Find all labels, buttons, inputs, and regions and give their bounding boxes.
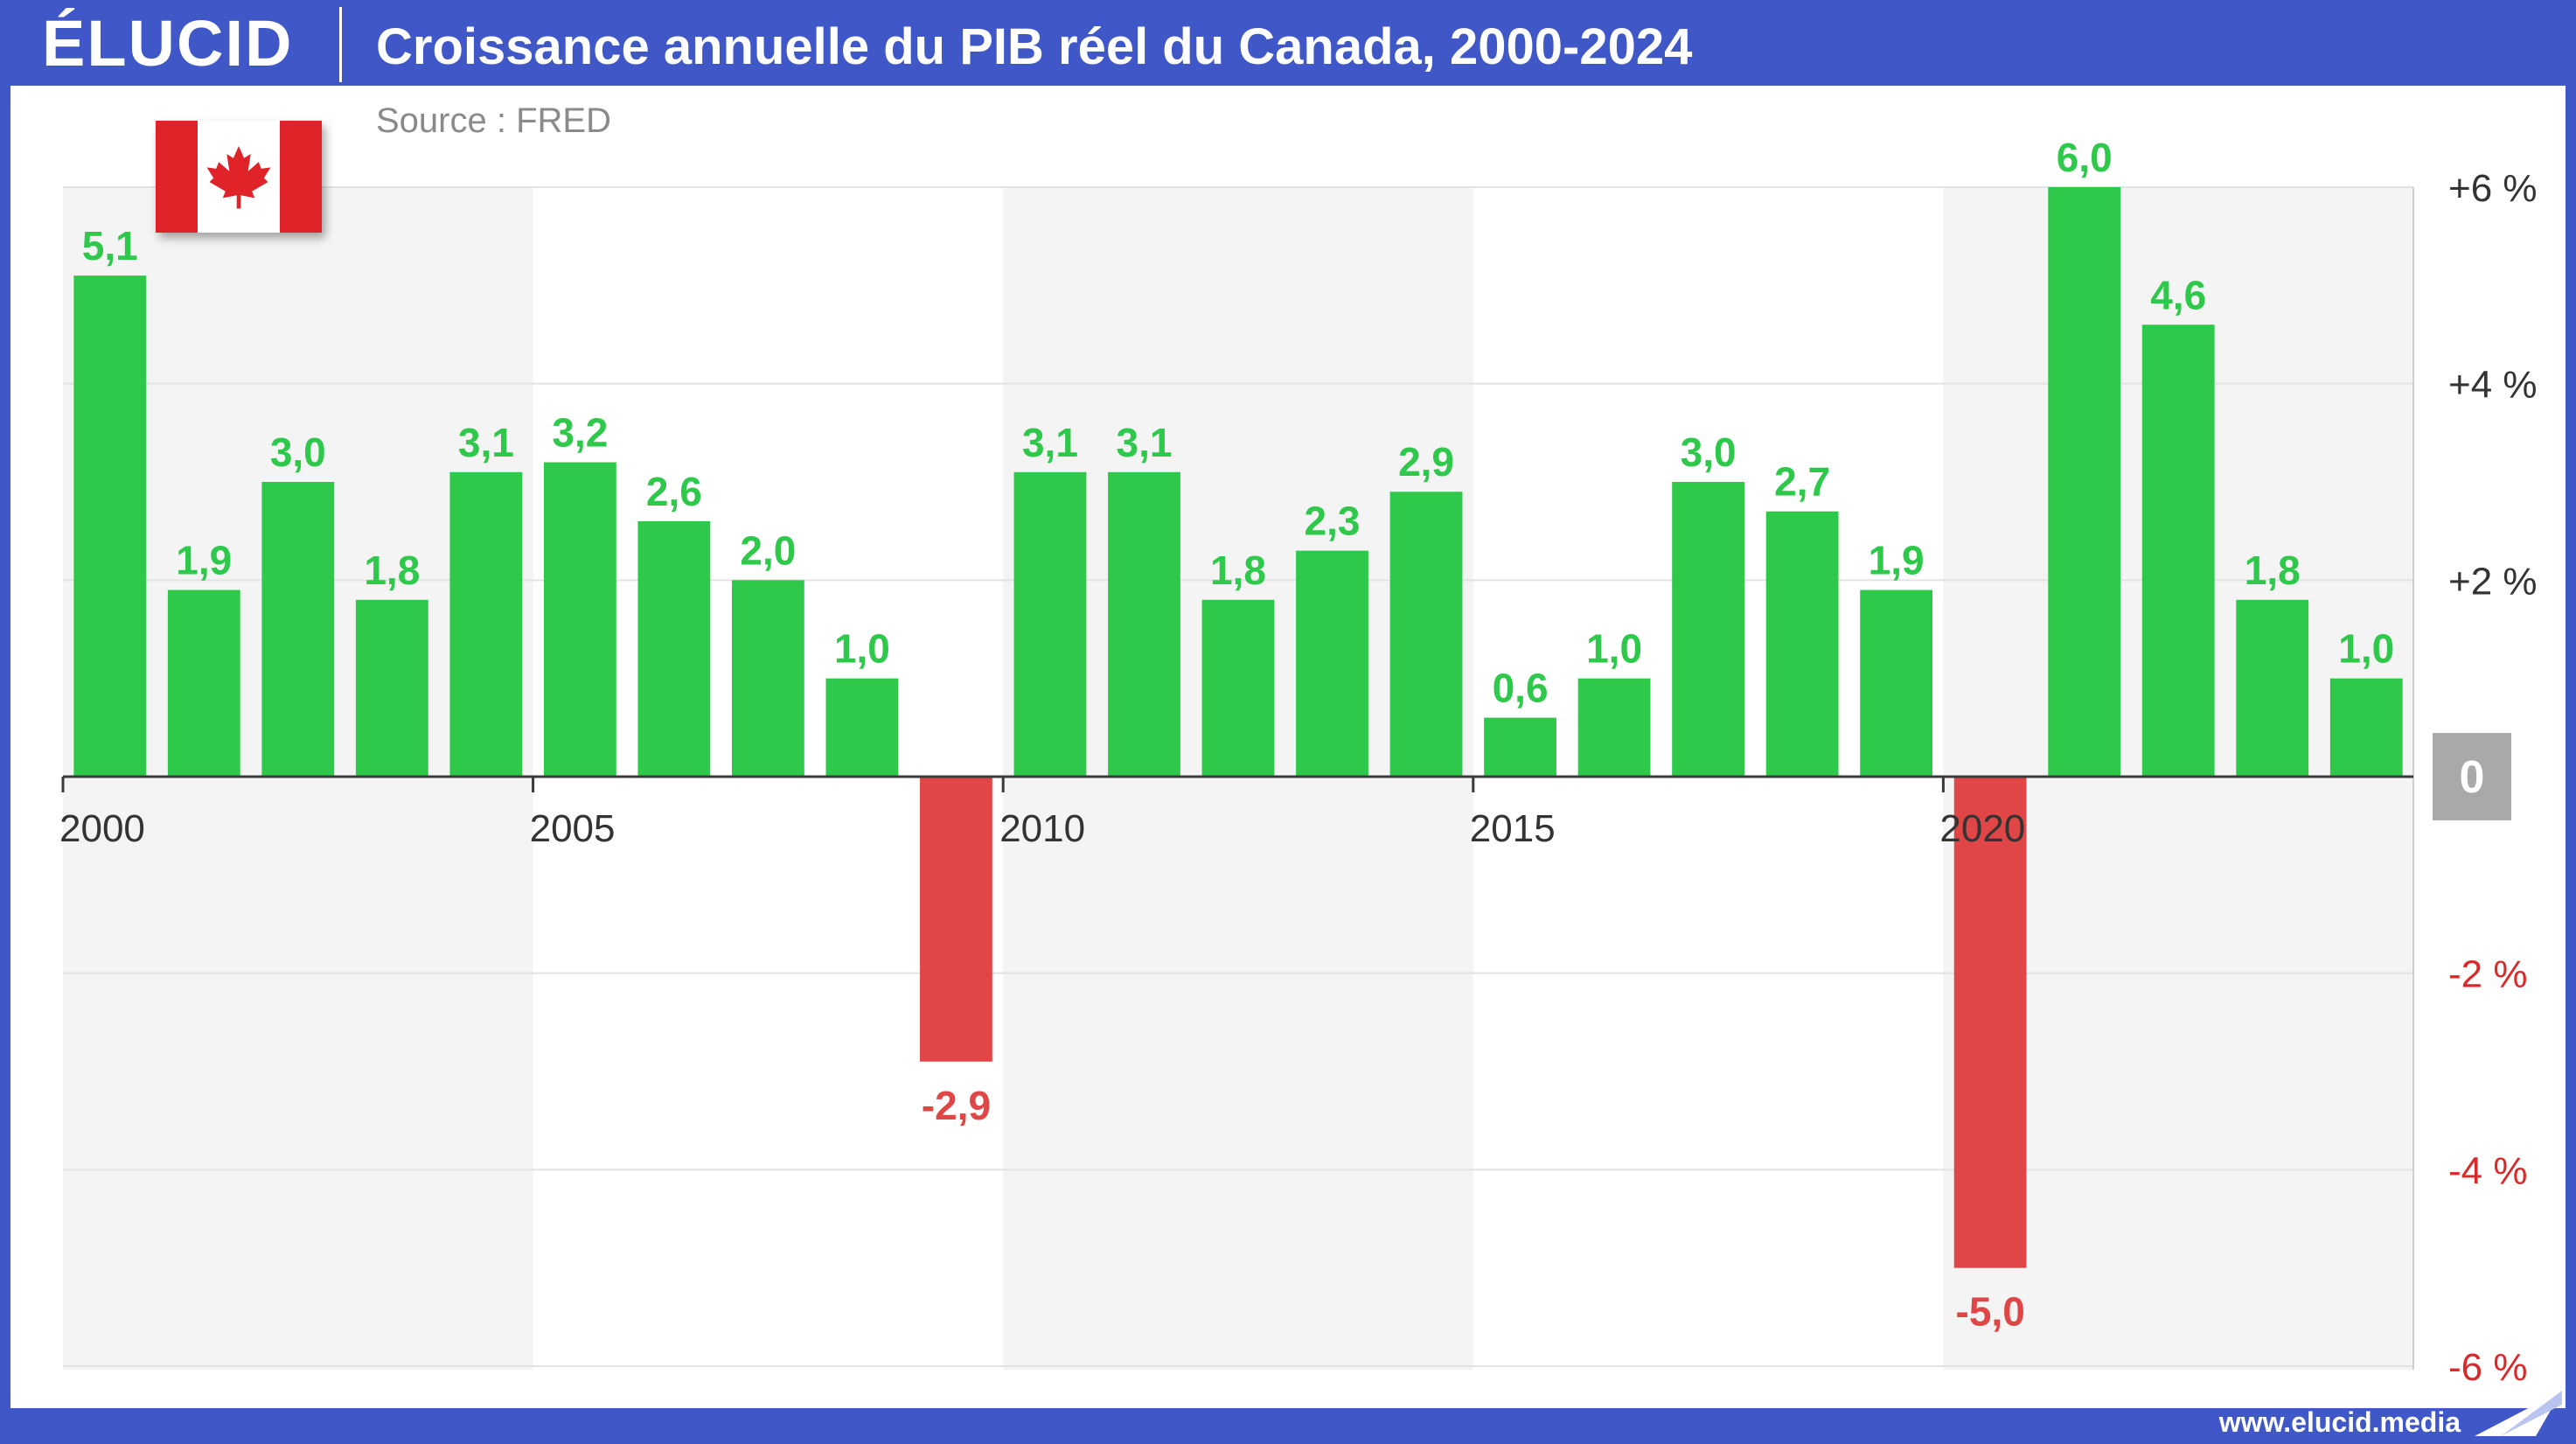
- bar-2012[interactable]: [1201, 599, 1275, 777]
- value-label-2008: 1,0: [834, 626, 890, 672]
- bar-2021[interactable]: [2048, 187, 2121, 777]
- value-label-2002: 3,0: [270, 429, 326, 475]
- bar-2015[interactable]: [1484, 717, 1556, 777]
- flag-band-left: [156, 121, 198, 233]
- value-label-2019: 1,9: [1869, 538, 1925, 583]
- bar-2024[interactable]: [2329, 678, 2403, 777]
- background-band: [1003, 187, 1473, 1370]
- bar-2005[interactable]: [543, 462, 616, 777]
- value-label-2021: 6,0: [2057, 135, 2113, 180]
- bar-2016[interactable]: [1577, 678, 1651, 777]
- value-label-2011: 3,1: [1117, 420, 1173, 465]
- y-tick-label-2: +2 %: [2448, 560, 2538, 603]
- brand-logo: ÉLUCID: [42, 7, 294, 80]
- zero-badge: [2433, 733, 2511, 820]
- bar-2010[interactable]: [1013, 471, 1087, 777]
- bar-2002[interactable]: [261, 482, 335, 777]
- value-label-2006: 2,6: [646, 469, 702, 514]
- y-tick-label-6: +6 %: [2448, 167, 2538, 210]
- flag-band-right: [280, 121, 322, 233]
- bar-2003[interactable]: [355, 599, 428, 777]
- x-tick-label-2010: 2010: [999, 807, 1085, 850]
- value-label-2007: 2,0: [740, 527, 796, 573]
- x-tick-label-2005: 2005: [530, 807, 616, 850]
- value-label-2014: 2,9: [1398, 439, 1454, 485]
- value-label-2005: 3,2: [552, 410, 608, 456]
- bar-2008[interactable]: [825, 678, 899, 777]
- value-label-2018: 2,7: [1774, 459, 1830, 505]
- value-label-2000: 5,1: [82, 223, 138, 269]
- y-tick-label--4: -4 %: [2448, 1149, 2527, 1192]
- source-note: Source : FRED: [376, 101, 611, 140]
- value-label-2009: -2,9: [922, 1083, 991, 1128]
- maple-leaf-icon: [206, 146, 271, 209]
- x-tick-label-2015: 2015: [1470, 807, 1556, 850]
- footer-url[interactable]: www.elucid.media: [2218, 1406, 2461, 1438]
- chart-title: Croissance annuelle du PIB réel du Canad…: [376, 18, 1693, 75]
- bar-2001[interactable]: [167, 589, 240, 777]
- y-tick-label-0: 0: [2460, 752, 2485, 803]
- value-label-2012: 1,8: [1210, 548, 1266, 593]
- bar-2018[interactable]: [1765, 511, 1839, 777]
- value-label-2013: 2,3: [1305, 499, 1361, 544]
- value-label-2004: 3,1: [458, 420, 514, 465]
- value-label-2015: 0,6: [1493, 666, 1549, 711]
- bar-2006[interactable]: [637, 520, 711, 777]
- value-label-2016: 1,0: [1586, 626, 1642, 672]
- header-divider: [339, 7, 342, 82]
- elucid-mark-icon: [2475, 1391, 2562, 1436]
- x-tick-label-2020: 2020: [1939, 807, 2025, 850]
- bar-2000[interactable]: [73, 276, 147, 778]
- bar-2019[interactable]: [1860, 589, 1933, 777]
- value-label-2022: 4,6: [2150, 272, 2206, 317]
- bar-2022[interactable]: [2141, 324, 2215, 777]
- value-label-2010: 3,1: [1022, 420, 1078, 465]
- y-tick-label--6: -6 %: [2448, 1346, 2527, 1389]
- value-label-2023: 1,8: [2245, 548, 2301, 593]
- value-label-2024: 1,0: [2338, 626, 2394, 672]
- bar-2007[interactable]: [732, 580, 804, 777]
- flag-band-center: [198, 121, 280, 233]
- bar-2020[interactable]: [1953, 777, 2027, 1268]
- bar-2009[interactable]: [920, 777, 992, 1062]
- value-label-2003: 1,8: [364, 548, 420, 593]
- bar-2014[interactable]: [1389, 492, 1463, 777]
- header-bar: ÉLUCID Croissance annuelle du PIB réel d…: [0, 0, 2576, 86]
- x-tick-label-2000: 2000: [59, 807, 145, 850]
- value-label-2017: 3,0: [1681, 429, 1737, 475]
- bar-2023[interactable]: [2236, 599, 2309, 777]
- value-label-2020: -5,0: [1956, 1289, 2025, 1335]
- bar-2004[interactable]: [449, 471, 523, 777]
- bar-2017[interactable]: [1672, 482, 1744, 777]
- canada-flag-icon: [156, 121, 322, 233]
- value-label-2001: 1,9: [176, 538, 232, 583]
- bar-2013[interactable]: [1296, 550, 1368, 777]
- bar-2011[interactable]: [1108, 471, 1180, 777]
- y-tick-label-4: +4 %: [2448, 364, 2538, 407]
- y-tick-label--2: -2 %: [2448, 953, 2527, 996]
